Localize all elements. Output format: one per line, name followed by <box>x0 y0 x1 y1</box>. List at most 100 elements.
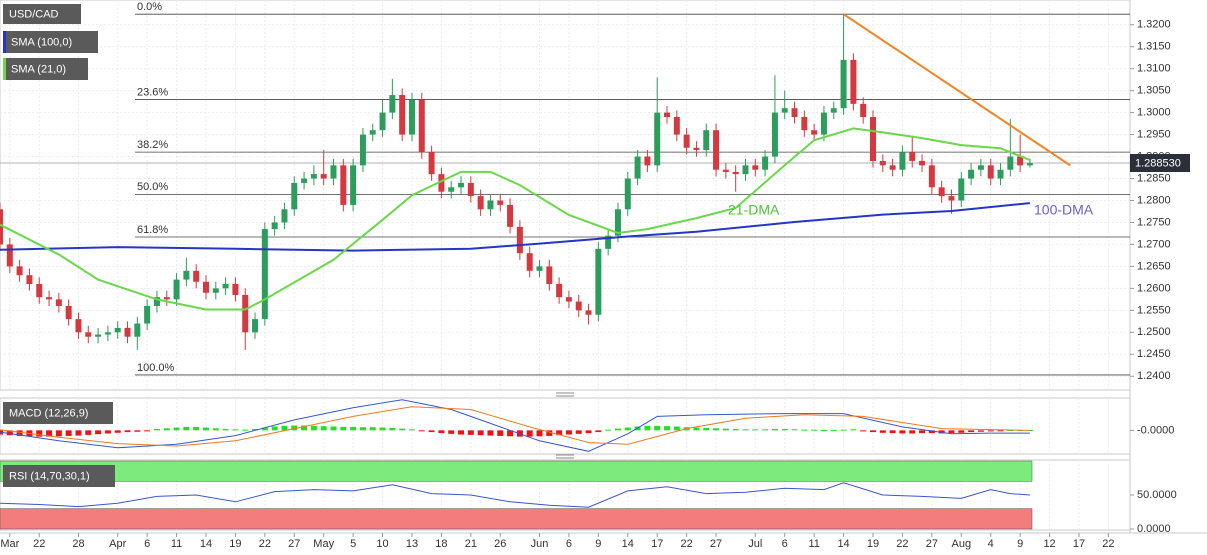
candle-body <box>830 108 837 113</box>
trend-line <box>843 13 1071 167</box>
macd-histogram-bar <box>330 426 337 431</box>
candle-body <box>389 95 396 113</box>
legend-box[interactable] <box>3 58 88 80</box>
annotation: 21-DMA <box>728 202 780 218</box>
macd-line <box>0 399 1030 452</box>
macd-histogram-bar <box>222 428 229 431</box>
legend-box[interactable] <box>3 31 98 53</box>
candle-body <box>889 165 896 170</box>
macd-histogram-bar <box>595 430 602 433</box>
x-tick-label: 5 <box>350 538 356 550</box>
candle-body <box>202 281 209 293</box>
x-tick-label: 27 <box>926 538 938 550</box>
indicator-label[interactable]: RSI (14,70,30,1) <box>9 470 90 482</box>
candle-body <box>732 171 739 175</box>
candle-body <box>997 169 1004 179</box>
macd-histogram-bar <box>232 429 239 431</box>
macd-histogram-bar <box>448 430 455 434</box>
candle-body <box>408 99 415 135</box>
y-tick-label: 1.3100 <box>1137 63 1171 75</box>
macd-histogram-bar <box>291 425 298 431</box>
indicator-label[interactable]: MACD (12,26,9) <box>9 407 88 419</box>
fib-label: 38.2% <box>137 139 168 151</box>
candle-body <box>320 174 327 179</box>
candle-body <box>683 134 690 148</box>
candle-body <box>340 165 347 205</box>
candle-body <box>1026 163 1033 166</box>
x-tick-label: 9 <box>595 538 601 550</box>
candle-body <box>252 319 259 333</box>
macd-histogram-bar <box>762 429 769 431</box>
x-tick-label: 4 <box>988 538 994 550</box>
candle-body <box>467 182 474 197</box>
macd-histogram-bar <box>713 428 720 431</box>
fib-label: 100.0% <box>137 362 175 374</box>
candle-body <box>232 283 239 295</box>
macd-histogram-bar <box>467 430 474 435</box>
macd-histogram-bar <box>369 427 376 431</box>
panel-grip[interactable] <box>556 392 574 397</box>
macd-histogram-bar <box>389 427 396 431</box>
candle-body <box>977 165 984 170</box>
x-tick-label: Jun <box>531 538 549 550</box>
candle-body <box>222 283 229 289</box>
legend-swatch <box>3 58 6 80</box>
candle-body <box>634 156 641 179</box>
candle-body <box>438 174 445 192</box>
macd-histogram-bar <box>261 427 268 431</box>
macd-histogram-bar <box>732 428 739 431</box>
candle-body <box>291 182 298 210</box>
indicator-box[interactable] <box>3 402 113 424</box>
annotation: 100-DMA <box>1034 202 1094 218</box>
fib-label: 61.8% <box>137 224 168 236</box>
macd-histogram-bar <box>830 430 837 432</box>
macd-histogram-bar <box>320 426 327 431</box>
candle-body <box>585 310 592 315</box>
x-tick-label: 19 <box>867 538 879 550</box>
candle-body <box>36 283 43 298</box>
panel-grip[interactable] <box>556 454 574 459</box>
x-tick-label: 6 <box>144 538 150 550</box>
candle-body <box>418 99 425 153</box>
candle-body <box>948 196 955 201</box>
legend-entry[interactable]: SMA (21,0) <box>11 63 66 75</box>
candle-body <box>330 165 337 179</box>
x-tick-label: 14 <box>622 538 634 550</box>
candle-body <box>487 200 494 210</box>
marks <box>0 13 1130 508</box>
candle-body <box>840 59 847 109</box>
candle-body <box>722 169 729 172</box>
candle-body <box>1007 156 1014 170</box>
candle-body <box>310 174 317 179</box>
x-tick-label: 13 <box>406 538 418 550</box>
x-tick-label: 17 <box>651 538 663 550</box>
candle-body <box>693 147 700 150</box>
macd-histogram-bar <box>546 430 553 436</box>
x-tick-label: 22 <box>33 538 45 550</box>
macd-histogram-bar <box>85 430 92 435</box>
indicator-box[interactable] <box>3 465 115 487</box>
legend-entry[interactable]: SMA (100,0) <box>11 36 72 48</box>
macd-histogram-bar <box>928 430 935 434</box>
candle-body <box>261 229 268 320</box>
candle-body <box>46 297 53 300</box>
macd-histogram-bar <box>497 430 504 436</box>
candle-body <box>860 103 867 118</box>
macd-histogram-bar <box>722 428 729 431</box>
macd-histogram-bar <box>850 429 857 431</box>
x-tick-label: Mar <box>0 538 19 550</box>
candle-body <box>771 112 778 157</box>
macd-histogram-bar <box>840 429 847 431</box>
candle-body <box>654 112 661 166</box>
macd-histogram-bar <box>153 428 160 431</box>
candle-body <box>958 178 965 201</box>
candle-body <box>879 160 886 166</box>
x-tick-label: 22 <box>896 538 908 550</box>
macd-histogram-bar <box>477 430 484 436</box>
candle-body <box>85 332 92 337</box>
macd-histogram-bar <box>811 429 818 431</box>
macd-histogram-bar <box>399 428 406 431</box>
rsi-band <box>0 508 1033 530</box>
macd-histogram-bar <box>693 427 700 431</box>
